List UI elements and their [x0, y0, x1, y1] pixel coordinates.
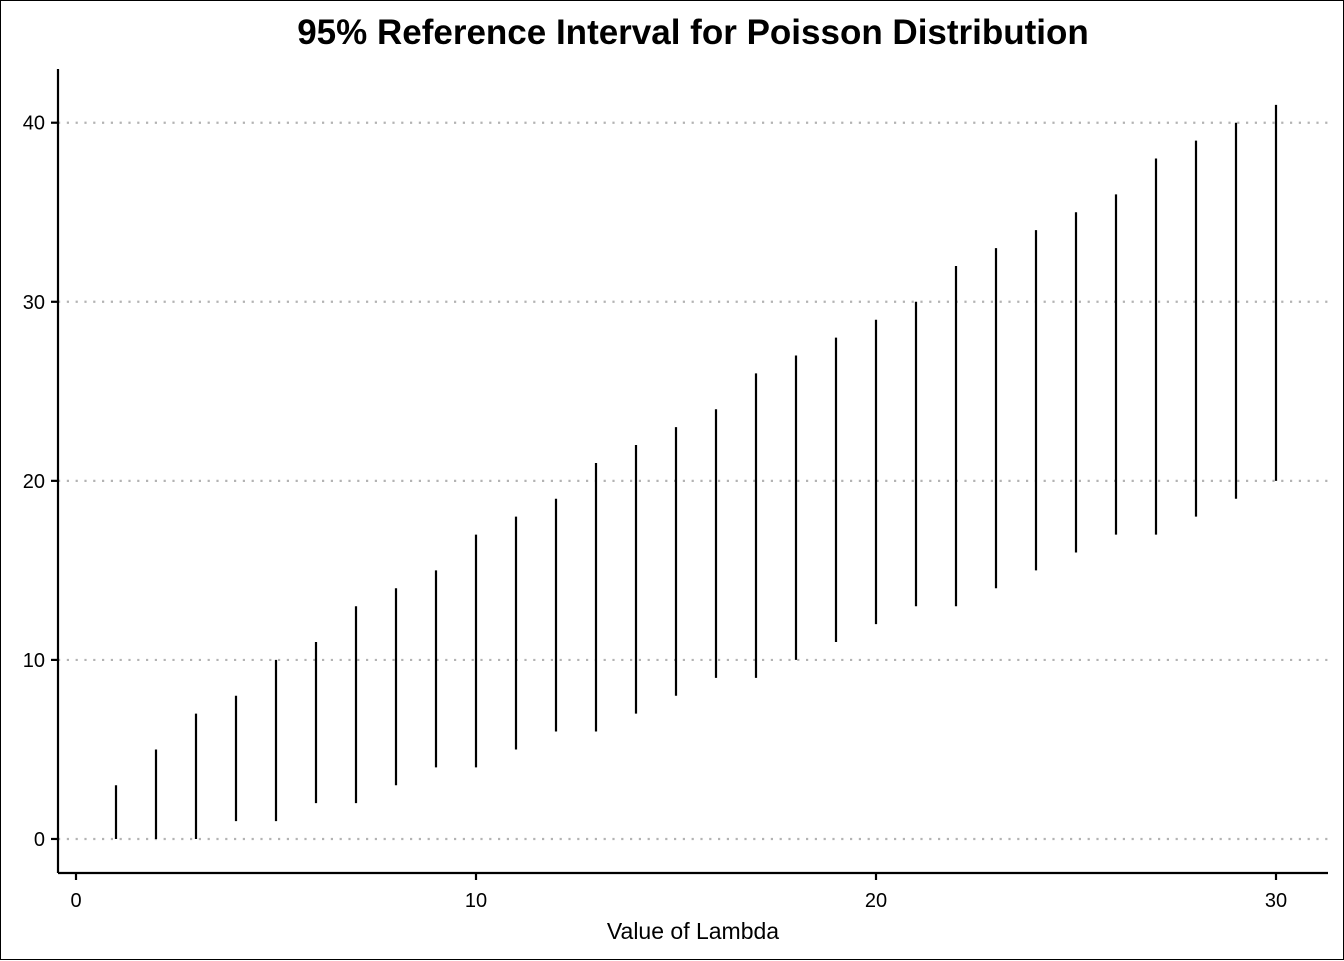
y-tick-label-30: 30	[23, 292, 45, 314]
axis-layer	[56, 69, 1328, 875]
x-axis-label: Value of Lambda	[607, 918, 779, 944]
y-tick-layer: 0 10 20 30 40	[23, 113, 58, 851]
interval-layer	[114, 104, 1278, 839]
y-tick-label-10: 10	[23, 650, 45, 672]
grid-layer	[58, 121, 1328, 841]
x-tick-label-10: 10	[465, 890, 487, 912]
chart-title: 95% Reference Interval for Poisson Distr…	[297, 13, 1089, 52]
x-tick-label-0: 0	[70, 890, 81, 912]
x-tick-layer: 0 10 20 30	[70, 873, 1287, 912]
y-tick-label-40: 40	[23, 113, 45, 135]
y-tick-label-20: 20	[23, 471, 45, 493]
y-tick-label-0: 0	[34, 829, 45, 851]
x-tick-label-30: 30	[1265, 890, 1287, 912]
x-tick-label-20: 20	[865, 890, 887, 912]
